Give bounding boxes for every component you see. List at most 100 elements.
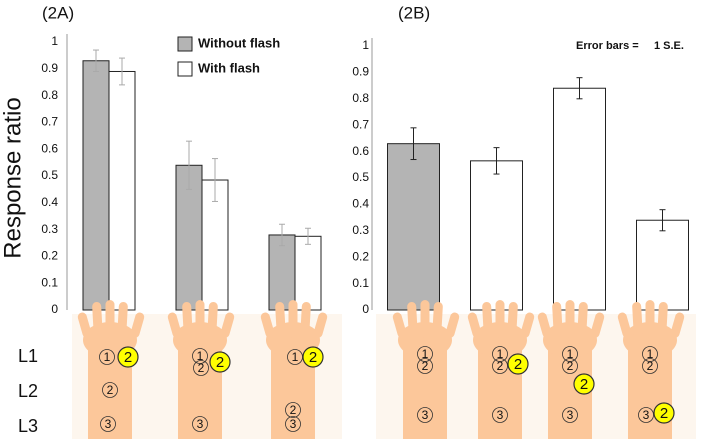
marker-label: 3 (197, 417, 204, 431)
location-marker (192, 348, 208, 364)
location-marker (417, 346, 433, 362)
finger (313, 312, 328, 338)
finger (92, 302, 103, 338)
error-bar (305, 227, 311, 245)
finger (467, 312, 482, 338)
location-marker (102, 382, 118, 398)
chart-title: (2B) (398, 3, 430, 22)
y-tick-label: 0.8 (41, 88, 58, 102)
y-tick-label: 0.9 (352, 65, 369, 79)
error-bar (493, 147, 500, 175)
finger (130, 312, 145, 338)
legend-label: Without flash (198, 35, 280, 50)
finger (105, 300, 115, 338)
marker-label: 1 (647, 347, 654, 361)
finger (300, 302, 311, 338)
marker-label: 3 (105, 417, 112, 431)
finger (552, 302, 563, 338)
error-bar (119, 57, 125, 86)
bar (108, 70, 136, 311)
marker-label: 2 (580, 376, 588, 393)
y-tick-label: 0.6 (41, 141, 58, 155)
finger (670, 312, 685, 338)
hand: 12 3 (392, 300, 460, 439)
marker-label: 2 (660, 405, 668, 422)
location-marker (562, 358, 578, 374)
y-tick-label: 0 (362, 302, 369, 316)
marker-label: 1 (292, 350, 299, 364)
y-tick-label: 0.5 (352, 170, 369, 184)
y-tick-label: 0 (51, 302, 58, 316)
finger (565, 300, 575, 338)
annotation: Error bars = 1 S.E. (576, 40, 684, 52)
marker-label: 2 (216, 354, 224, 371)
finger (407, 302, 418, 338)
y-tick-label: 0.9 (41, 61, 58, 75)
marker-label: 2 (309, 349, 317, 366)
marker-label: 1 (197, 349, 204, 363)
y-tick-label: 0.7 (352, 117, 369, 131)
highlight-marker (117, 346, 139, 368)
finger (420, 300, 430, 338)
finger (617, 312, 632, 338)
highlight-marker (653, 402, 675, 424)
finger (482, 302, 493, 338)
finger (220, 312, 235, 338)
marker-label: 1 (567, 347, 574, 361)
legend-swatch (177, 61, 193, 77)
error-bar (93, 49, 99, 72)
bar (636, 219, 689, 311)
finger (495, 300, 505, 338)
location-marker (285, 402, 301, 418)
hand: 123 2 (617, 300, 685, 439)
chart-title: (2A) (42, 3, 74, 22)
marker-label: 2 (567, 359, 574, 373)
location-marker (492, 358, 508, 374)
marker-label: 3 (422, 408, 429, 422)
marker-label: 2 (647, 359, 654, 373)
marker-label: 3 (290, 417, 297, 431)
bar (470, 160, 523, 311)
error-bar (410, 127, 417, 161)
error-bar (186, 140, 192, 190)
finger (577, 302, 588, 338)
y-axis-label: Response ratio (0, 97, 26, 258)
marker-label: 2 (514, 356, 522, 373)
marker-label: 2 (124, 349, 132, 366)
finger (632, 302, 643, 338)
location-marker (638, 407, 654, 423)
finger (182, 302, 193, 338)
y-tick-label: 0.1 (352, 276, 369, 290)
finger (195, 300, 205, 338)
finger (520, 312, 535, 338)
highlight-marker (573, 373, 595, 395)
marker-label: 2 (497, 359, 504, 373)
row-label: L3 (18, 416, 38, 436)
forearm (403, 345, 447, 439)
marker-label: 1 (104, 350, 111, 364)
y-tick-label: 0.6 (352, 144, 369, 158)
marker-label: 3 (497, 408, 504, 422)
marker-label: 2 (290, 403, 297, 417)
marker-label: 2 (107, 383, 114, 397)
highlight-marker (302, 346, 324, 368)
error-bar (576, 77, 583, 100)
finger (645, 300, 655, 338)
finger (167, 312, 182, 338)
finger (392, 312, 407, 338)
location-marker (562, 407, 578, 423)
y-tick-label: 0.5 (41, 168, 58, 182)
finger (590, 312, 605, 338)
location-marker (99, 349, 115, 365)
highlight-marker (507, 353, 529, 375)
bar (294, 235, 322, 311)
finger (207, 302, 218, 338)
location-marker (642, 346, 658, 362)
location-marker (285, 416, 301, 432)
finger (445, 312, 460, 338)
bar (387, 143, 440, 311)
y-tick-label: 0.2 (41, 249, 58, 263)
